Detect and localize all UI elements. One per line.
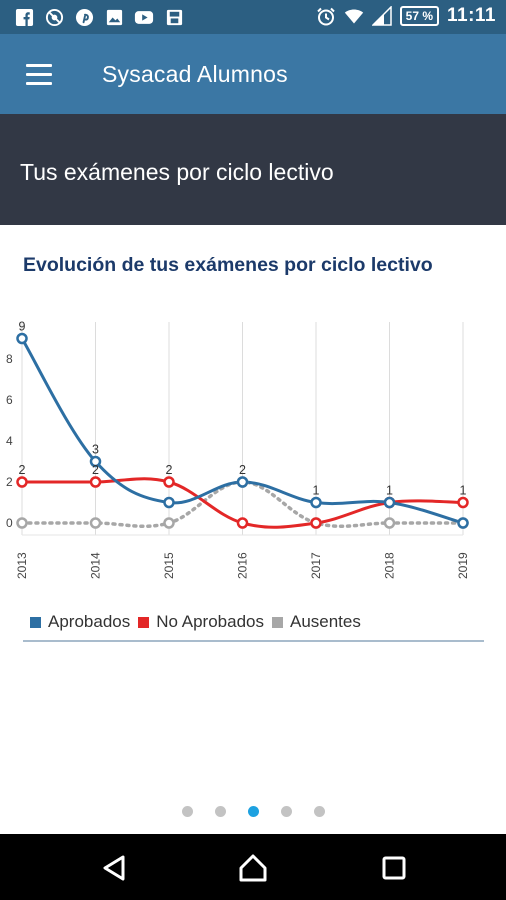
- page-dot[interactable]: [181, 806, 193, 817]
- chart-title: Evolución de tus exámenes por ciclo lect…: [23, 254, 433, 276]
- data-point: [16, 517, 28, 529]
- chart-legend: Aprobados No Aprobados Ausentes: [30, 612, 369, 632]
- page-dot[interactable]: [313, 806, 325, 817]
- save-icon: [164, 7, 184, 27]
- x-tick-label: 2013: [15, 552, 29, 579]
- data-point: [236, 517, 249, 529]
- legend-label: No Aprobados: [156, 612, 264, 631]
- menu-button[interactable]: [16, 56, 64, 92]
- data-point: [89, 476, 102, 488]
- section-header: Tus exámenes por ciclo lectivo: [0, 114, 506, 225]
- hamburger-icon-bar: [26, 81, 52, 85]
- section-title: Tus exámenes por ciclo lectivo: [20, 159, 334, 185]
- image-icon: [104, 7, 124, 27]
- data-label: 2: [166, 463, 173, 477]
- x-tick-label: 2014: [89, 552, 103, 579]
- data-point: [163, 517, 175, 529]
- data-label: 1: [386, 484, 393, 498]
- facebook-icon: [14, 7, 34, 27]
- y-tick-label: 8: [6, 352, 13, 366]
- data-point: [236, 476, 249, 488]
- legend-item-aprobados[interactable]: Aprobados: [30, 612, 130, 632]
- x-tick-label: 2016: [236, 552, 250, 579]
- clock-time: 11:11: [447, 5, 496, 26]
- back-button[interactable]: [94, 848, 134, 888]
- data-label: 1: [460, 484, 467, 498]
- legend-label: Aprobados: [48, 612, 131, 631]
- data-point: [163, 476, 175, 488]
- legend-item-ausentes[interactable]: Ausentes: [271, 612, 361, 632]
- back-icon: [103, 855, 125, 881]
- data-label: 9: [19, 320, 26, 334]
- data-point: [16, 332, 28, 345]
- y-tick-label: 4: [6, 434, 13, 448]
- recents-button[interactable]: [374, 848, 414, 888]
- data-point: [310, 496, 322, 509]
- y-tick-label: 2: [6, 475, 13, 489]
- page-dot[interactable]: [247, 806, 259, 817]
- navigation-bar: [0, 834, 506, 900]
- data-point: [383, 517, 396, 529]
- hamburger-icon-bar: [26, 72, 52, 76]
- data-label: 2: [19, 463, 26, 477]
- data-point: [457, 517, 469, 529]
- x-tick-label: 2019: [456, 552, 470, 579]
- pinterest-icon: [74, 7, 94, 27]
- app-title: Sysacad Alumnos: [102, 61, 288, 87]
- app-bar: Sysacad Alumnos: [0, 34, 506, 114]
- data-label: 1: [313, 484, 320, 498]
- battery-indicator: 57 %: [399, 6, 439, 26]
- page-dot[interactable]: [214, 806, 226, 817]
- data-point: [383, 496, 396, 509]
- y-tick-label: 0: [6, 516, 13, 530]
- youtube-icon: [134, 7, 154, 27]
- wifi-icon: [344, 6, 364, 26]
- legend-item-no-aprobados[interactable]: No Aprobados: [138, 612, 264, 632]
- legend-swatch-no-aprobados: [138, 616, 150, 628]
- data-point: [89, 517, 102, 529]
- x-tick-label: 2018: [383, 552, 397, 579]
- x-tick-label: 2015: [162, 552, 176, 579]
- alarm-icon: [316, 6, 336, 26]
- home-icon: [239, 854, 267, 882]
- data-point: [16, 476, 28, 488]
- signal-icon: [371, 6, 392, 26]
- page-dot[interactable]: [280, 806, 292, 817]
- data-label: 3: [92, 443, 99, 457]
- data-label: 2: [239, 463, 246, 477]
- no-location-icon: [44, 7, 64, 27]
- data-point: [457, 496, 469, 509]
- recents-icon: [382, 856, 406, 880]
- x-tick-label: 2017: [309, 552, 323, 579]
- status-bar: 57 % 11:11: [0, 0, 506, 34]
- home-button[interactable]: [233, 848, 273, 888]
- page-indicator: [0, 806, 506, 817]
- data-point: [89, 455, 102, 468]
- legend-divider: [23, 640, 484, 642]
- data-label: 2: [92, 463, 99, 477]
- legend-label: Ausentes: [289, 612, 361, 631]
- hamburger-icon-bar: [26, 63, 52, 67]
- legend-swatch-ausentes: [271, 616, 283, 628]
- data-point: [310, 517, 322, 529]
- data-point: [163, 496, 175, 509]
- legend-swatch-aprobados: [30, 616, 41, 628]
- y-tick-label: 6: [6, 393, 13, 407]
